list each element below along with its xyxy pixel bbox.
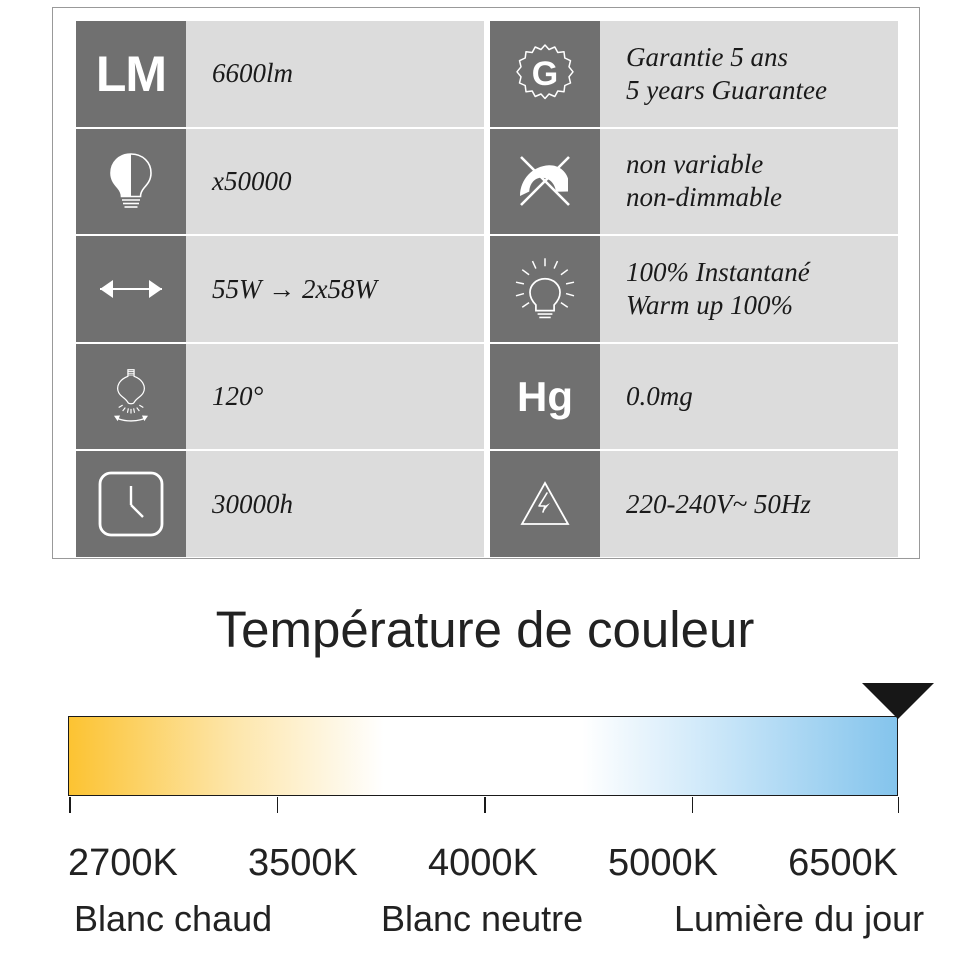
svg-text:G: G [532, 55, 558, 93]
